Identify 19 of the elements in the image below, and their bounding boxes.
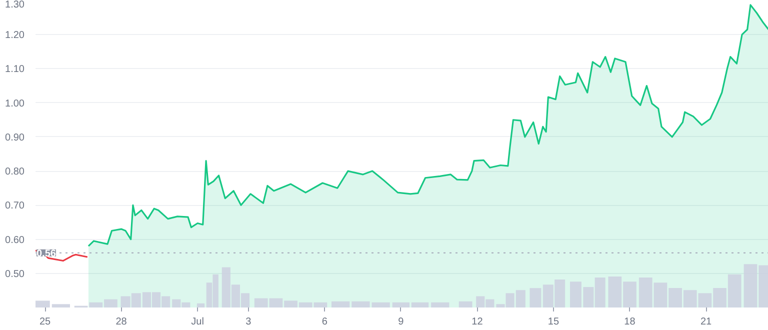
x-tick-label: 18 (624, 316, 636, 328)
y-tick-label: 1.10 (5, 64, 25, 76)
x-tick-label: 28 (116, 316, 128, 328)
x-tick-label: 9 (398, 316, 404, 328)
y-tick-label: 0.60 (5, 234, 25, 246)
x-tick-label: 15 (548, 316, 560, 328)
y-tick-label: 1.30 (5, 0, 25, 10)
x-tick-label: 25 (39, 316, 52, 328)
y-tick-label: 0.90 (5, 132, 25, 144)
y-tick-label: 1.20 (5, 30, 25, 42)
x-tick-label: 12 (472, 316, 484, 328)
x-tick-label: Jul (191, 316, 204, 328)
x-tick-label: 3 (246, 316, 252, 328)
y-tick-label: 0.50 (5, 268, 25, 280)
y-tick-label: 1.00 (5, 98, 25, 110)
y-tick-label: 0.70 (5, 200, 25, 212)
y-tick-label: 0.80 (5, 166, 25, 178)
x-tick-label: 6 (322, 316, 328, 328)
x-tick-label: 21 (700, 316, 712, 328)
